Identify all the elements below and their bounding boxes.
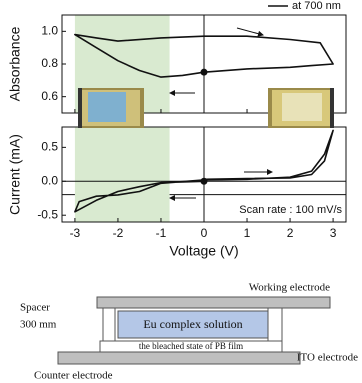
label: Counter electrode [34,370,113,382]
label: 300 mm [20,319,57,331]
overlay: Working electrode Spacer 300 mm Eu compl… [20,27,358,382]
y-tick-label: 0.8 [41,56,58,70]
label: the bleached state of PB film [139,341,243,351]
label: Spacer [20,302,50,314]
y-tick-label: -0.5 [37,207,58,221]
start-point [200,68,208,76]
photo-colored [78,88,144,128]
data-line [74,129,334,213]
x-axis-label: Voltage (V) [169,243,238,259]
x-tick-label: -1 [156,226,167,240]
y-tick-label: 0.0 [41,173,58,187]
y-tick-label: 1.0 [41,24,58,38]
label: ITO electrode [297,352,358,364]
x-tick-label: 3 [330,226,337,240]
device-diagram: Working electrode Spacer 300 mm Eu compl… [20,282,358,382]
label: Eu complex solution [143,317,242,331]
data-line [74,33,334,78]
working-plate [96,296,331,309]
x-tick-label: -3 [70,226,81,240]
label: Working electrode [249,282,330,294]
photo-bleached [268,88,334,128]
y-axis-label: Absorbance [7,26,23,101]
solution-box [117,310,269,339]
counter-plate [57,351,301,365]
x-tick-label: -2 [113,226,124,240]
y-tick-label: 0.5 [41,140,58,154]
spacer-right [267,307,283,342]
arrow [236,27,264,37]
start-point [200,177,208,185]
legend-label: at 700 nm [292,0,341,12]
y-tick-label: 0.6 [41,89,58,103]
y-axis-label: Current (mA) [7,134,23,215]
spacer-left [102,307,116,342]
annotation: Scan rate : 100 mV/s [239,204,342,216]
x-tick-label: 0 [201,226,208,240]
highlight-region [74,127,170,222]
x-tick-label: 2 [287,226,294,240]
x-tick-label: 1 [244,226,251,240]
